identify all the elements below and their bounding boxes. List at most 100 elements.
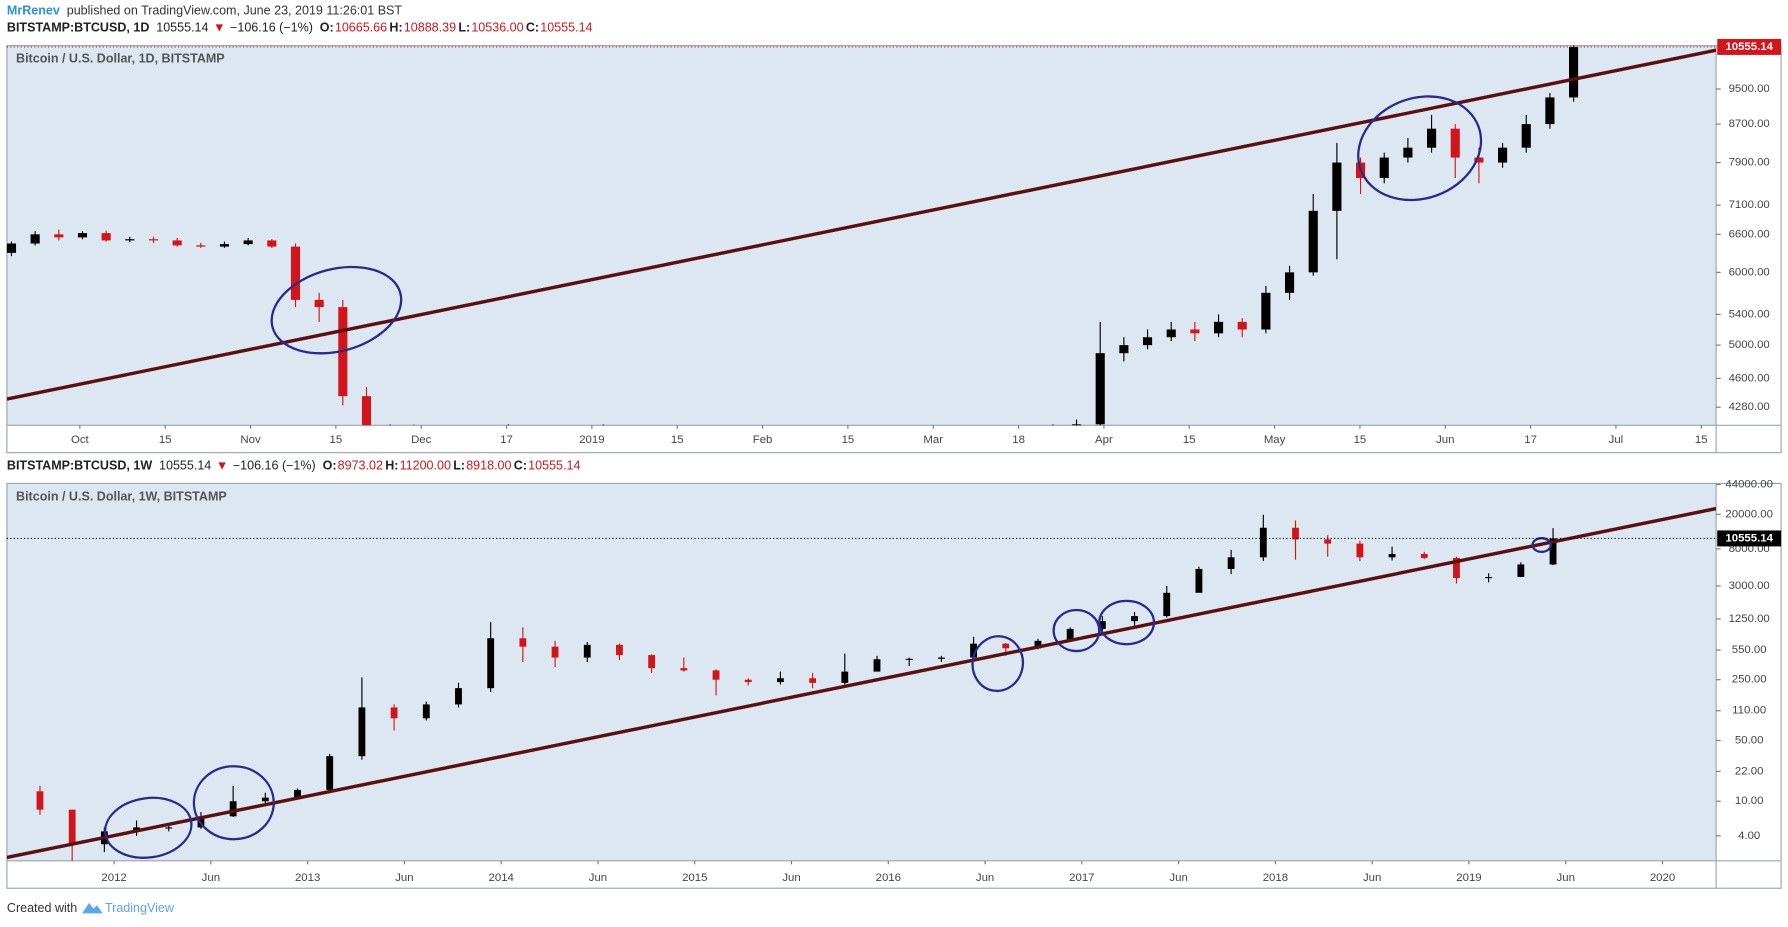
last-price-label: 10555.14 <box>1725 41 1773 53</box>
candle-body <box>1259 527 1267 558</box>
x-tick-label: 2016 <box>876 872 901 884</box>
footer-brand[interactable]: TradingView <box>105 901 175 915</box>
x-tick-label: 2013 <box>295 872 320 884</box>
candle-body <box>744 679 752 683</box>
y-tick-label: 1250.00 <box>1729 613 1770 625</box>
x-tick-label: Jun <box>782 872 800 884</box>
candle-body <box>1261 292 1271 330</box>
x-tick-label: 17 <box>500 434 513 446</box>
candle-body <box>77 233 88 238</box>
y-tick-label: 6600.00 <box>1729 228 1770 240</box>
candle-body <box>294 789 301 798</box>
candle-body <box>267 240 277 247</box>
candle-body <box>487 638 495 689</box>
candle-body <box>219 244 230 247</box>
y-tick-label: 550.00 <box>1732 644 1767 656</box>
quote-label: O: <box>323 459 337 473</box>
last-quote: 10555.14 <box>156 21 208 35</box>
candle-body <box>1190 329 1200 334</box>
candles <box>6 506 1717 861</box>
candle-body <box>906 444 915 449</box>
quote-label: L: <box>453 459 465 473</box>
candle-body <box>1119 345 1129 354</box>
footer-text: Created with <box>7 901 77 915</box>
y-tick-label: 10.00 <box>1735 795 1764 807</box>
candle-body <box>1308 210 1318 273</box>
candle-body <box>1066 628 1074 641</box>
candle-body <box>30 234 40 244</box>
candle-body <box>954 444 963 449</box>
candle-body <box>1095 353 1105 425</box>
candle-body <box>712 670 720 680</box>
candle-body <box>812 474 821 476</box>
candle-body <box>1195 568 1203 593</box>
candle-body <box>1237 321 1247 330</box>
candle-body <box>390 707 398 719</box>
panes: BITSTAMP:BTCUSD, 1D 10555.14 ▼ −106.16 (−1%… <box>6 21 1782 889</box>
y-tick-label: 110.00 <box>1732 705 1766 717</box>
candle-body <box>361 396 372 426</box>
candle-body <box>970 643 977 658</box>
annotation-circle <box>1357 95 1483 202</box>
candle-body <box>873 659 881 672</box>
candle-body <box>6 243 17 253</box>
candle-body <box>841 671 849 683</box>
quote-value: 10665.66 <box>335 21 387 35</box>
y-tick-label: 4.00 <box>1738 830 1760 842</box>
last-price-badge <box>1717 530 1782 547</box>
quote-value: 10555.14 <box>528 459 580 473</box>
x-tick-label: Oct <box>71 434 90 446</box>
candle-body <box>125 239 135 241</box>
pane-frame <box>6 482 1782 889</box>
symbol: BITSTAMP:BTCUSD, 1W <box>7 459 152 473</box>
author[interactable]: MrRenev <box>7 4 60 18</box>
last-price-badge <box>1717 38 1782 55</box>
x-tick-label: 2019 <box>1456 872 1481 884</box>
candle-body <box>1227 557 1235 569</box>
candle-body <box>670 476 679 482</box>
quote-label: L: <box>458 21 470 35</box>
candle-body <box>583 644 591 658</box>
candle-body <box>1388 553 1396 558</box>
y-tick-label: 4600.00 <box>1729 372 1770 384</box>
candle-body <box>616 644 623 656</box>
annotation-circle <box>1052 608 1101 653</box>
pane-title: Bitcoin / U.S. Dollar, 1W, BITSTAMP <box>16 489 227 503</box>
candle-body <box>680 668 688 671</box>
trend-line <box>6 506 1717 860</box>
candle-body <box>196 245 206 247</box>
candle-body <box>1131 616 1138 622</box>
candle-body <box>1379 157 1389 179</box>
x-tick-label: Jun <box>395 872 413 884</box>
quote-label: C: <box>514 459 527 473</box>
x-tick-label: Jun <box>1436 434 1454 446</box>
candle-body <box>1569 46 1579 98</box>
annotation-circle <box>971 635 1025 693</box>
candle-body <box>358 707 366 757</box>
y-tick-label: 5400.00 <box>1729 308 1770 320</box>
candle-body <box>172 240 182 246</box>
x-tick-label: 15 <box>671 434 684 446</box>
candle-body <box>455 688 462 705</box>
candle-body <box>883 449 892 454</box>
x-tick-label: 15 <box>1183 434 1196 446</box>
candle-body <box>1292 527 1299 540</box>
y-tick-label: 7900.00 <box>1729 157 1770 169</box>
chart-pane: BITSTAMP:BTCUSD, 1W 10555.14 ▼ −106.16 (−1%… <box>6 459 1782 889</box>
x-tick-label: 15 <box>1695 434 1708 446</box>
x-tick-label: 15 <box>159 434 172 446</box>
candle-body <box>937 657 945 659</box>
candle-body <box>1427 128 1437 148</box>
candle-body <box>1098 621 1106 629</box>
candle-body <box>776 678 784 683</box>
pane-title: Bitcoin / U.S. Dollar, 1D, BITSTAMP <box>16 52 225 66</box>
trend-line <box>6 48 1717 401</box>
x-tick-label: Nov <box>240 434 261 446</box>
candle-body <box>905 658 913 660</box>
candle-body <box>1521 124 1531 148</box>
quote-value: 10536.00 <box>471 21 523 35</box>
candle-body <box>54 234 64 238</box>
candle-body <box>229 801 237 817</box>
candle-body <box>1453 557 1460 579</box>
y-tick-label: 6000.00 <box>1729 266 1770 278</box>
